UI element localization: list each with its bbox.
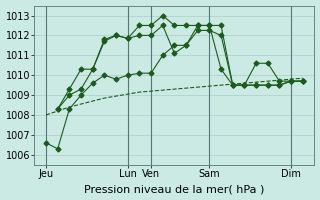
X-axis label: Pression niveau de la mer( hPa ): Pression niveau de la mer( hPa ) [84,184,265,194]
